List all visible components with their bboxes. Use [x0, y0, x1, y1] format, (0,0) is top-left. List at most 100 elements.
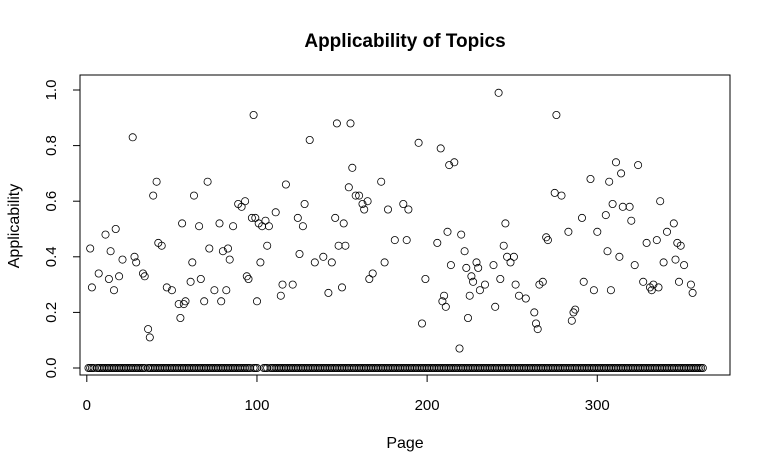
data-point [324, 288, 333, 297]
data-point [222, 286, 231, 295]
data-point [654, 283, 663, 292]
data-point [608, 199, 617, 208]
data-point [130, 252, 139, 261]
data-point [264, 222, 273, 231]
data-point [625, 202, 634, 211]
data-point [241, 197, 250, 206]
data-point [106, 247, 115, 256]
y-tick-label: 0.4 [43, 246, 60, 267]
data-point [618, 202, 627, 211]
data-point [450, 158, 459, 167]
data-point [564, 227, 573, 236]
data-point [263, 363, 272, 372]
data-point [467, 272, 476, 281]
data-point [271, 208, 280, 217]
data-point [188, 258, 197, 267]
data-point [421, 274, 430, 283]
data-point [480, 280, 489, 289]
data-point [469, 277, 478, 286]
data-point [118, 255, 127, 264]
data-point [688, 288, 697, 297]
data-point [252, 363, 261, 372]
data-point [462, 263, 471, 272]
data-point [472, 258, 481, 267]
data-point [176, 313, 185, 322]
data-point [295, 249, 304, 258]
data-point [647, 286, 656, 295]
data-point [288, 280, 297, 289]
data-point [663, 227, 672, 236]
data-point [200, 297, 209, 306]
data-point [440, 291, 449, 300]
data-point [110, 286, 119, 295]
data-point [612, 158, 621, 167]
data-point [605, 177, 614, 186]
data-point [417, 319, 426, 328]
data-point [327, 258, 336, 267]
data-point [186, 277, 195, 286]
y-tick-label: 0.6 [43, 191, 60, 212]
data-point [310, 258, 319, 267]
data-point [659, 258, 668, 267]
data-point [210, 286, 219, 295]
data-point [298, 222, 307, 231]
data-point [181, 297, 190, 306]
data-point [247, 213, 256, 222]
data-point [656, 197, 665, 206]
data-point [360, 205, 369, 214]
data-point [436, 144, 445, 153]
data-point [680, 261, 689, 270]
data-point [348, 163, 357, 172]
data-point [319, 252, 328, 261]
data-point [157, 241, 166, 250]
data-point [346, 119, 355, 128]
data-point [491, 302, 500, 311]
data-point [368, 269, 377, 278]
data-point [229, 222, 238, 231]
data-point [494, 88, 503, 97]
data-point [140, 272, 149, 281]
data-point [358, 199, 367, 208]
data-point [443, 227, 452, 236]
data-point [455, 344, 464, 353]
data-point [414, 138, 423, 147]
data-point [675, 277, 684, 286]
data-point [501, 219, 510, 228]
data-point [639, 277, 648, 286]
data-point [475, 286, 484, 295]
y-tick-label: 0.0 [43, 358, 60, 379]
data-point [533, 325, 542, 334]
data-point [441, 302, 450, 311]
data-point [355, 191, 364, 200]
data-point [390, 236, 399, 245]
data-point [509, 252, 518, 261]
data-point [601, 211, 610, 220]
data-point [104, 274, 113, 283]
data-points [84, 88, 707, 372]
x-axis: 0 100 200 300 [83, 374, 610, 414]
data-point [489, 261, 498, 270]
data-point [334, 241, 343, 250]
x-tick-label: 200 [415, 397, 440, 414]
data-point [132, 258, 141, 267]
x-tick-label: 100 [244, 397, 269, 414]
data-point [521, 294, 530, 303]
y-axis-label: Applicability [6, 184, 23, 268]
data-point [365, 274, 374, 283]
data-point [256, 258, 265, 267]
data-point [162, 283, 171, 292]
data-point [698, 363, 707, 372]
data-point [530, 308, 539, 317]
data-point [86, 244, 95, 253]
x-axis-label: Page [386, 435, 423, 452]
data-point [87, 283, 96, 292]
data-point [293, 213, 302, 222]
data-point [652, 236, 661, 245]
data-point [460, 247, 469, 256]
data-point [218, 247, 227, 256]
data-point [630, 261, 639, 270]
data-point [463, 313, 472, 322]
data-point [404, 205, 413, 214]
data-point [363, 197, 372, 206]
data-point [337, 283, 346, 292]
